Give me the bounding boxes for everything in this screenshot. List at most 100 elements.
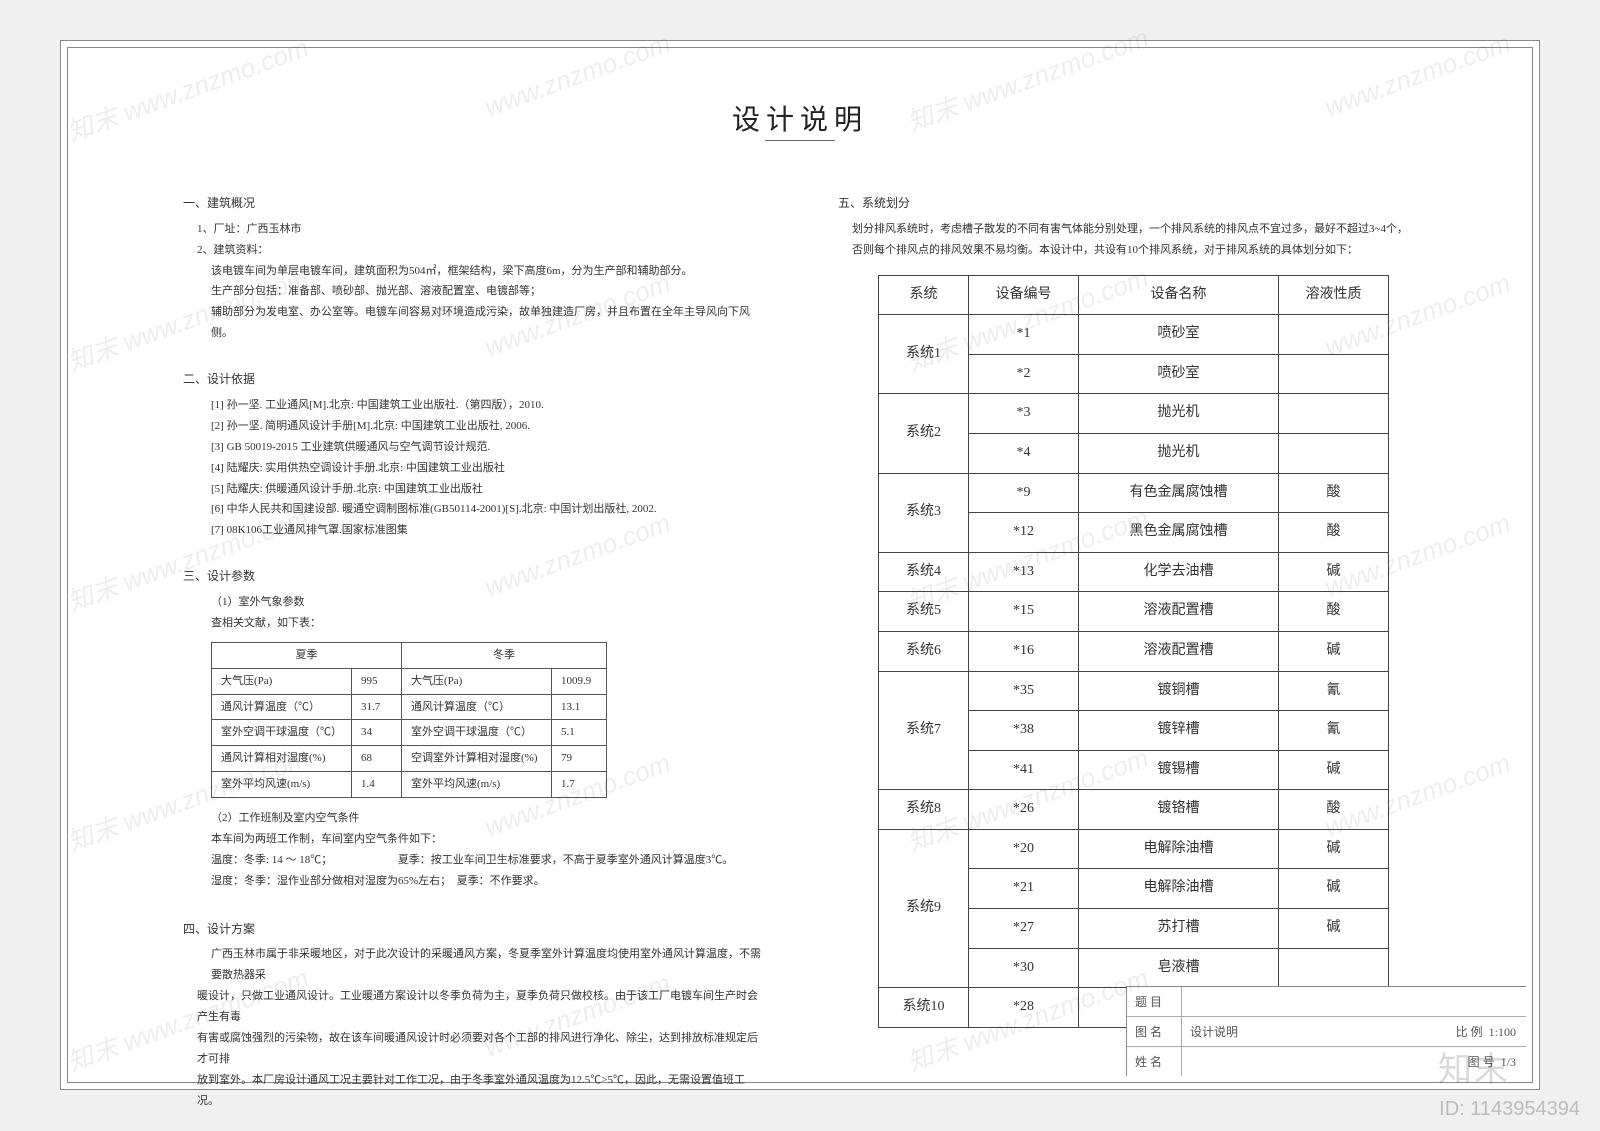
table-cell	[1279, 394, 1389, 434]
text-line: 辅助部分为发电室、办公室等。电镀车间容易对环境造成污染，故单独建造厂房，并且布置…	[183, 302, 763, 344]
table-cell: *12	[969, 513, 1079, 553]
table-cell: *35	[969, 671, 1079, 711]
table-row: 系统1*1喷砂室	[879, 315, 1389, 355]
table-cell: 室外空调干球温度（℃）	[212, 720, 352, 746]
table-cell: 化学去油槽	[1079, 552, 1279, 592]
table-cell: 碱	[1279, 552, 1389, 592]
table-row: 系统8*26镀铬槽酸	[879, 790, 1389, 830]
table-cell: 氰	[1279, 671, 1389, 711]
table-cell: *13	[969, 552, 1079, 592]
table-cell: 室外平均风速(m/s)	[402, 772, 552, 798]
table-cell: 碱	[1279, 869, 1389, 909]
system-cell: 系统9	[879, 829, 969, 987]
text-line: 放到室外。本厂房设计通风工况主要针对工作工况，由于冬季室外通风温度为12.5℃>…	[183, 1070, 763, 1112]
text-line: 暖设计，只做工业通风设计。工业暖通方案设计以冬季负荷为主，夏季负荷只做校核。由于…	[183, 986, 763, 1028]
col-header: 设备编号	[969, 275, 1079, 315]
table-cell: 喷砂室	[1079, 315, 1279, 355]
col-header: 系统	[879, 275, 969, 315]
table-cell: 镀铬槽	[1079, 790, 1279, 830]
table-cell: 空调室外计算相对湿度(%)	[402, 746, 552, 772]
table-cell: 苏打槽	[1079, 909, 1279, 949]
text-line: 查相关文献，如下表：	[183, 613, 763, 634]
table-cell: 镀锡槽	[1079, 750, 1279, 790]
text-line: 湿度：冬季：湿作业部分做相对湿度为65%左右； 夏季：不作要求。	[183, 871, 763, 892]
text-line: 温度：冬季: 14 ～ 18℃； 夏季：按工业车间卫生标准要求，不高于夏季室外通…	[183, 850, 763, 871]
watermark-id: ID: 1143954394	[1439, 1098, 1580, 1121]
table-cell: 79	[552, 746, 607, 772]
table-cell: 通风计算温度（℃）	[212, 694, 352, 720]
table-cell: 抛光机	[1079, 394, 1279, 434]
text-line: 2、建筑资料：	[183, 240, 763, 261]
tb-value-drawing: 设计说明 比 例 1:100	[1182, 1017, 1526, 1046]
table-cell: 镀锌槽	[1079, 711, 1279, 751]
table-cell: 电解除油槽	[1079, 829, 1279, 869]
system-cell: 系统7	[879, 671, 969, 790]
section-4-heading: 四、设计方案	[183, 918, 763, 941]
table-cell: 31.7	[352, 694, 402, 720]
table-cell: *1	[969, 315, 1079, 355]
ref-line: [1] 孙一坚. 工业通风[M].北京: 中国建筑工业出版社.（第四版），201…	[183, 395, 763, 416]
system-cell: 系统1	[879, 315, 969, 394]
table-cell: 皂液槽	[1079, 948, 1279, 988]
table-row: 通风计算温度（℃）31.7通风计算温度（℃）13.1	[212, 694, 607, 720]
table-cell: *27	[969, 909, 1079, 949]
system-cell: 系统5	[879, 592, 969, 632]
ref-line: [6] 中华人民共和国建设部. 暖通空调制图标准(GB50114-2001)[S…	[183, 499, 763, 520]
text-line: 广西玉林市属于非采暖地区，对于此次设计的采暖通风方案，冬夏季室外计算温度均使用室…	[183, 944, 763, 986]
table-cell: 碱	[1279, 909, 1389, 949]
text-line: 划分排风系统时，考虑槽子散发的不同有害气体能分别处理，一个排风系统的排风点不宜过…	[838, 219, 1478, 240]
table-cell: 995	[352, 668, 402, 694]
table-cell: 黑色金属腐蚀槽	[1079, 513, 1279, 553]
ref-line: [2] 孙一坚. 简明通风设计手册[M].北京: 中国建筑工业出版社, 2006…	[183, 416, 763, 437]
text-line: 生产部分包括：准备部、喷砂部、抛光部、溶液配置室、电镀部等；	[183, 281, 763, 302]
tb-drawing-name: 设计说明	[1190, 1025, 1238, 1039]
table-row: 系统5*15溶液配置槽酸	[879, 592, 1389, 632]
ref-line: [3] GB 50019-2015 工业建筑供暖通风与空气调节设计规范.	[183, 437, 763, 458]
table-cell: 13.1	[552, 694, 607, 720]
table-cell: 34	[352, 720, 402, 746]
table-cell: 5.1	[552, 720, 607, 746]
table-cell: *16	[969, 631, 1079, 671]
inner-frame: 设计说明 一、建筑概况 1、厂址：广西玉林市 2、建筑资料： 该电镀车间为单层电…	[67, 47, 1533, 1083]
ref-line: [5] 陆耀庆: 供暖通风设计手册.北京: 中国建筑工业出版社	[183, 479, 763, 500]
tb-label-drawing: 图 名	[1127, 1017, 1182, 1046]
text-line: 1、厂址：广西玉林市	[183, 219, 763, 240]
table-cell: 喷砂室	[1079, 354, 1279, 394]
table-cell: *38	[969, 711, 1079, 751]
system-cell: 系统3	[879, 473, 969, 552]
system-cell: 系统8	[879, 790, 969, 830]
system-cell: 系统4	[879, 552, 969, 592]
tb-label-subject: 题 目	[1127, 987, 1182, 1016]
table-cell: 碱	[1279, 631, 1389, 671]
table-row: 系统4*13化学去油槽碱	[879, 552, 1389, 592]
table-cell: 1009.9	[552, 668, 607, 694]
titleblock-row: 题 目	[1127, 987, 1526, 1017]
system-cell: 系统6	[879, 631, 969, 671]
table-row: 系统3*9有色金属腐蚀槽酸	[879, 473, 1389, 513]
table-row: 系统7*35镀铜槽氰	[879, 671, 1389, 711]
col-header: 溶液性质	[1279, 275, 1389, 315]
table-row: 室外空调干球温度（℃）34室外空调干球温度（℃）5.1	[212, 720, 607, 746]
left-column: 一、建筑概况 1、厂址：广西玉林市 2、建筑资料： 该电镀车间为单层电镀车间，建…	[183, 178, 763, 1112]
table-cell: 68	[352, 746, 402, 772]
table-cell	[1279, 354, 1389, 394]
table-cell: 抛光机	[1079, 433, 1279, 473]
text-line: 该电镀车间为单层电镀车间，建筑面积为504㎡，框架结构，梁下高度6m，分为生产部…	[183, 261, 763, 282]
table-cell: 酸	[1279, 790, 1389, 830]
table-cell: 电解除油槽	[1079, 869, 1279, 909]
table-cell: 碱	[1279, 829, 1389, 869]
section-2-heading: 二、设计依据	[183, 368, 763, 391]
table-cell: *9	[969, 473, 1079, 513]
table-cell: *28	[969, 988, 1079, 1028]
tb-sheet-no: 图 号 1/3	[1468, 1053, 1516, 1070]
table-cell: 通风计算温度（℃）	[402, 694, 552, 720]
table-cell	[1279, 948, 1389, 988]
tb-value-name: 图 号 1/3	[1182, 1047, 1526, 1076]
ref-line: [4] 陆耀庆: 实用供热空调设计手册.北京: 中国建筑工业出版社	[183, 458, 763, 479]
col-header: 设备名称	[1079, 275, 1279, 315]
climate-params-table: 夏季 冬季 大气压(Pa)995大气压(Pa)1009.9通风计算温度（℃）31…	[211, 642, 607, 798]
table-cell: *41	[969, 750, 1079, 790]
table-cell	[1279, 433, 1389, 473]
table-cell: 酸	[1279, 473, 1389, 513]
col-header: 夏季	[212, 642, 402, 668]
